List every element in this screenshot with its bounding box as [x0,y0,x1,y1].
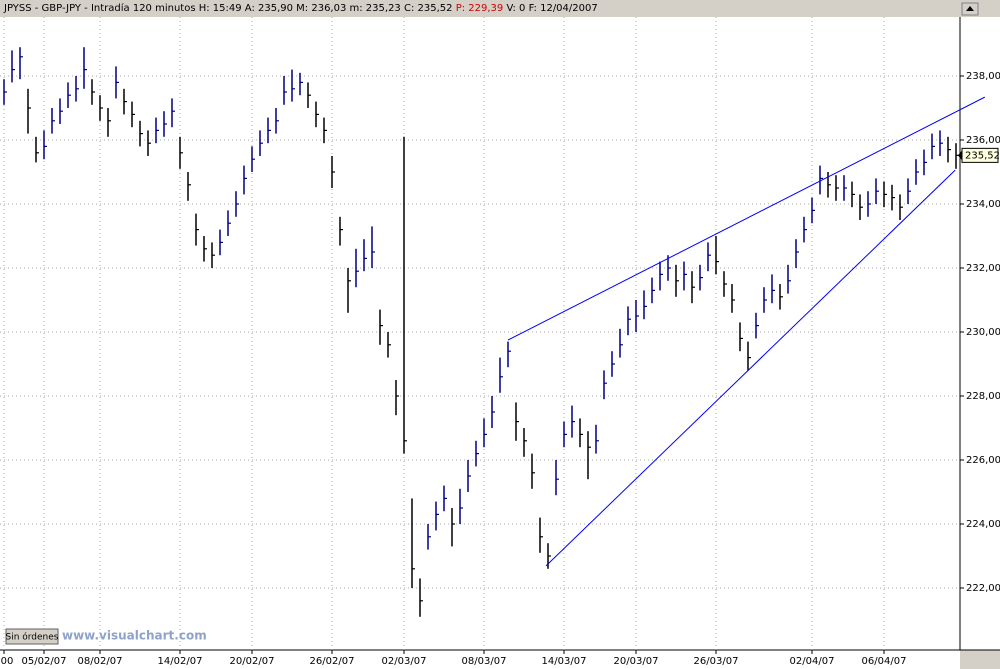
last-price-pointer [958,150,962,161]
y-tick-label: 234,00 [966,199,1000,210]
x-tick-label: 06/04/07 [862,656,907,667]
header-p: P: 229,39 [456,3,504,14]
date-axis [0,650,960,669]
y-tick-label: 222,00 [966,583,1000,594]
trend-line [507,96,986,341]
header-rest: V: 0 F: 12/04/2007 [506,3,597,14]
x-tick-label: 26/02/07 [310,656,355,667]
y-tick-label: 228,00 [966,391,1000,402]
y-tick-label: 224,00 [966,519,1000,530]
x-tick-label: 20/02/07 [230,656,275,667]
x-tick-label: 05/02/07 [22,656,67,667]
grid [0,17,960,650]
y-tick-label: 238,00 [966,71,1000,82]
header: JPYSS - GBP-JPY - Intradía 120 minutos H… [3,2,598,14]
x-tick-label: 08/03/07 [462,656,507,667]
y-tick-label: 230,00 [966,327,1000,338]
x-tick-label: 02/04/07 [790,656,835,667]
x-tick-label: 02/03/07 [382,656,427,667]
last-price-label: 235,52 [965,150,1000,161]
y-tick-label: 236,00 [966,135,1000,146]
x-tick-label: 14/02/07 [158,656,203,667]
orders-button[interactable] [5,628,59,645]
trend-line [545,169,956,567]
bars [3,47,959,617]
x-tick-label: 08/02/07 [78,656,123,667]
header-text: JPYSS - GBP-JPY - Intradía 120 minutos H… [3,2,453,14]
price-axis [960,17,1000,650]
x-tick-label: 00 [1,656,14,667]
plot-area [0,17,960,650]
x-tick-label: 14/03/07 [542,656,587,667]
labels: 222,00 224,00 226,00 228,00 230,00 232,00 234,… [1,71,1000,667]
y-tick-label: 226,00 [966,455,1000,466]
scroll-icon [966,6,974,11]
x-tick-label: 26/03/07 [694,656,739,667]
watermark: www.visualchart.com [62,629,207,643]
y-tick-label: 232,00 [966,263,1000,274]
x-tick-label: 20/03/07 [614,656,659,667]
last-price-box [961,147,999,163]
orders-button-label: Sin órdenes [5,632,58,643]
